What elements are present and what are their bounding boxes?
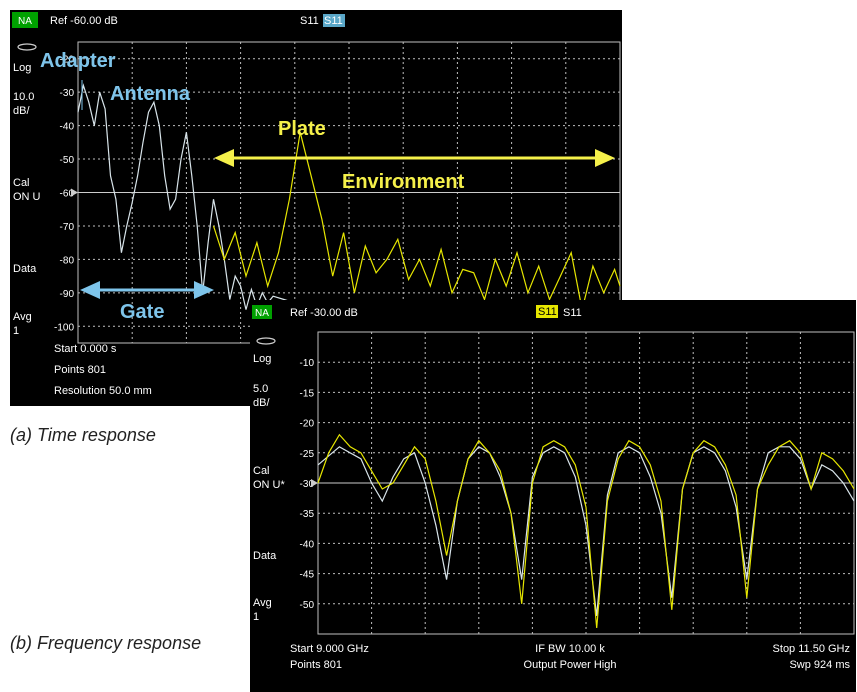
scale-value: 10.0: [13, 91, 34, 103]
caption-frequency-response: (b) Frequency response: [10, 633, 202, 653]
scale-unit: dB/: [253, 397, 270, 409]
annotation-plate: Plate: [278, 118, 326, 140]
cal-status: ON U: [13, 191, 41, 203]
scale-unit: dB/: [13, 105, 30, 117]
frequency-response-plot: NA Ref -30.00 dB S11 S11 Log 5.0 dB/ Cal…: [252, 305, 855, 671]
cal-label: Cal: [13, 177, 30, 189]
y-tick-label: -50: [60, 155, 75, 166]
trace-white: [317, 446, 855, 616]
na-badge-label: NA: [18, 16, 32, 27]
y-tick-label: -20: [300, 419, 315, 430]
footer-resolution: Resolution 50.0 mm: [54, 385, 152, 397]
y-tick-label: -50: [300, 600, 315, 611]
y-tick-label: -100: [54, 322, 74, 333]
avg-label: Avg: [13, 311, 32, 323]
footer-points: Points 801: [54, 364, 106, 376]
avg-value: 1: [253, 611, 259, 623]
channel-indicator-icon: [17, 43, 37, 51]
annotation-gate: Gate: [120, 301, 164, 323]
y-tick-label: -40: [60, 122, 75, 133]
y-tick-label: -35: [300, 509, 315, 520]
y-tick-labels: -20 -30 -40 -50 -60 -70 -80 -90 -100: [54, 55, 74, 334]
scale-type: Log: [253, 353, 271, 365]
time-response-plot: NA Ref -60.00 dB S11 S11 Log 10.0 dB/ Ca…: [12, 12, 621, 397]
footer-sweep: Swp 924 ms: [789, 659, 850, 671]
footer-ifbw: IF BW 10.00 k: [535, 643, 605, 655]
reference-marker-icon: [311, 479, 318, 487]
y-tick-label: -20: [60, 55, 75, 66]
na-badge: [12, 12, 38, 28]
caption-time-response: (a) Time response: [10, 425, 156, 445]
channel-indicator-icon: [256, 337, 276, 345]
y-tick-label: -60: [60, 189, 75, 200]
avg-value: 1: [13, 325, 19, 337]
ref-level-label: Ref -60.00 dB: [50, 15, 118, 27]
y-tick-label: -40: [300, 539, 315, 550]
y-tick-label: -30: [60, 88, 75, 99]
scale-value: 5.0: [253, 383, 268, 395]
active-trace-highlight: [536, 305, 558, 318]
trace-label-1: S11: [300, 15, 319, 27]
ref-level-label: Ref -30.00 dB: [290, 307, 358, 319]
cal-status: ON U*: [253, 479, 286, 491]
footer-power: Output Power High: [524, 659, 617, 671]
cal-label: Cal: [253, 465, 270, 477]
scale-type: Log: [13, 62, 31, 74]
y-tick-label: -30: [300, 479, 315, 490]
reference-marker-icon: [71, 188, 78, 197]
annotation-environment: Environment: [342, 171, 465, 193]
annotation-adapter: Adapter: [40, 50, 116, 72]
environment-arrow: [214, 149, 615, 167]
annotation-antenna: Antenna: [110, 83, 191, 105]
y-tick-label: -15: [300, 388, 315, 399]
y-tick-label: -10: [300, 358, 315, 369]
trace-yellow: [317, 433, 855, 629]
na-badge: [252, 305, 272, 319]
data-label: Data: [13, 263, 37, 275]
trace-label-2[interactable]: S11: [324, 15, 343, 27]
footer-start: Start 0.000 s: [54, 343, 117, 355]
active-trace-highlight: [323, 14, 345, 27]
na-badge-label: NA: [255, 308, 269, 319]
y-tick-label: -45: [300, 570, 315, 581]
avg-label: Avg: [253, 597, 272, 609]
y-tick-label: -25: [300, 449, 315, 460]
y-tick-labels: -10 -15 -20 -25 -30 -35 -40 -45 -50: [300, 358, 315, 611]
trace-label-1[interactable]: S11: [538, 306, 557, 318]
trace-label-2: S11: [563, 307, 582, 319]
footer-points: Points 801: [290, 659, 342, 671]
footer-stop: Stop 11.50 GHz: [773, 643, 850, 655]
y-tick-label: -90: [60, 289, 75, 300]
gate-arrow: [80, 281, 214, 299]
y-tick-label: -80: [60, 255, 75, 266]
trace-yellow: [212, 132, 621, 310]
y-tick-label: -70: [60, 222, 75, 233]
data-label: Data: [253, 550, 277, 562]
footer-start: Start 9.000 GHz: [290, 643, 369, 655]
frequency-response-screen: NA Ref -30.00 dB S11 S11 Log 5.0 dB/ Cal…: [250, 300, 856, 692]
